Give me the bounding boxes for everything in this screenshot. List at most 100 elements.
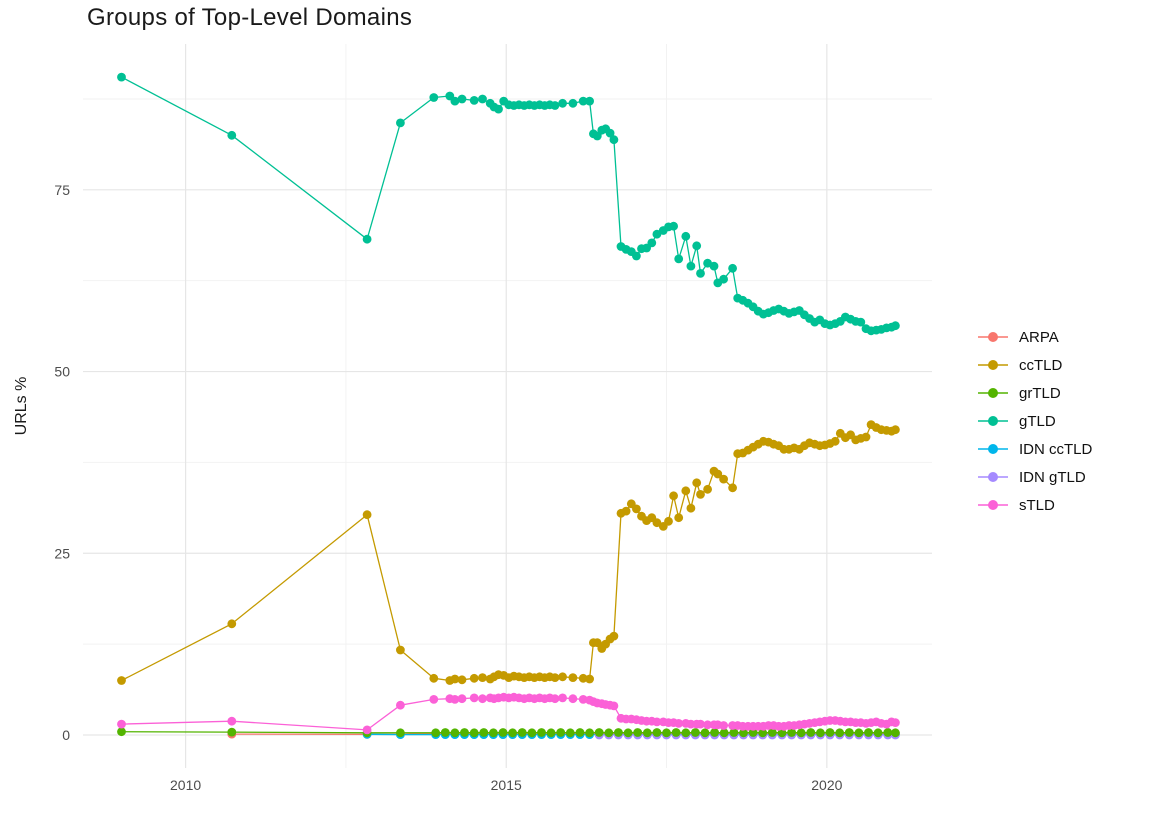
data-point [594, 728, 604, 737]
x-tick-label: 2015 [491, 777, 522, 793]
data-point [739, 728, 748, 738]
legend-item: ccTLD [977, 351, 1092, 379]
gridlines-minor [83, 44, 932, 768]
data-point [362, 234, 372, 244]
y-tick-label: 0 [62, 727, 70, 743]
data-point [489, 728, 498, 738]
data-point [457, 94, 467, 104]
series-stld [117, 692, 900, 735]
data-point [835, 728, 845, 738]
legend-item: ARPA [977, 323, 1092, 351]
data-point [652, 229, 662, 239]
data-point [891, 425, 900, 435]
data-point [719, 728, 729, 738]
data-point [796, 728, 806, 738]
legend-item: IDN ccTLD [977, 435, 1092, 463]
legend-key-icon [978, 388, 1008, 398]
data-point [550, 673, 560, 682]
data-point [719, 474, 728, 484]
legend-key-icon [978, 500, 1008, 510]
data-point [614, 728, 623, 737]
data-point [787, 728, 796, 737]
data-point [450, 728, 460, 738]
data-point [450, 96, 460, 106]
data-point [431, 728, 441, 738]
data-point [478, 94, 487, 104]
legend-key-icon [978, 416, 1008, 426]
data-point [117, 72, 126, 82]
data-point [891, 718, 900, 727]
data-point [537, 728, 546, 737]
data-point [669, 221, 678, 231]
data-point [362, 725, 372, 735]
data-point [854, 728, 864, 738]
series-cctld [117, 420, 900, 685]
data-point [227, 716, 237, 726]
data-point [664, 516, 673, 526]
data-point [856, 317, 866, 327]
data-point [517, 728, 527, 737]
data-point [652, 518, 662, 528]
data-point [429, 695, 439, 704]
data-point [669, 491, 678, 501]
data-point [662, 728, 671, 738]
x-tick-label: 2010 [170, 777, 201, 793]
y-tick-label: 75 [54, 182, 70, 198]
data-point [674, 254, 684, 264]
data-point [605, 128, 615, 138]
legend-key-point [988, 472, 998, 482]
legend-key-icon [978, 472, 1008, 482]
data-point [396, 700, 405, 710]
data-point [681, 231, 691, 241]
legend-key-icon [978, 444, 1008, 454]
data-point [728, 263, 737, 273]
legend-key-point [988, 332, 998, 342]
data-point [623, 728, 633, 738]
data-point [883, 728, 893, 737]
data-point [585, 674, 594, 684]
legend-key-point [988, 388, 998, 398]
legend-key-point [988, 416, 998, 426]
data-point [568, 673, 578, 682]
data-point [578, 673, 588, 683]
legend-key-point [988, 500, 998, 510]
data-point [686, 261, 696, 271]
data-point [652, 717, 662, 727]
data-point [891, 321, 900, 331]
data-point [575, 728, 585, 737]
legend-key-icon [978, 360, 1008, 370]
data-point [830, 436, 840, 446]
legend-item-label: grTLD [1019, 384, 1061, 402]
legend-item-label: sTLD [1019, 496, 1055, 514]
data-point [478, 673, 487, 682]
data-point [469, 96, 479, 105]
y-tick-label: 50 [54, 364, 70, 380]
legend-item-label: IDN ccTLD [1019, 440, 1093, 458]
data-point [696, 490, 705, 499]
data-point [728, 483, 737, 493]
data-point [748, 728, 758, 737]
data-point [700, 728, 710, 738]
data-point [647, 238, 657, 248]
data-point [396, 645, 405, 655]
data-point [686, 503, 696, 513]
data-point [556, 728, 566, 737]
data-point [558, 672, 567, 682]
data-point [494, 104, 503, 114]
legend-item: gTLD [977, 407, 1092, 435]
data-point [719, 721, 728, 730]
data-point [844, 728, 854, 737]
data-point [692, 241, 702, 251]
data-point [806, 728, 816, 737]
series-line [121, 76, 896, 332]
series-gtld [117, 72, 900, 336]
legend-key-point [988, 444, 998, 454]
data-point [558, 98, 567, 108]
data-point [117, 727, 126, 737]
data-point [469, 693, 479, 703]
data-point [550, 101, 560, 110]
data-point [450, 674, 460, 684]
data-point [227, 619, 237, 629]
